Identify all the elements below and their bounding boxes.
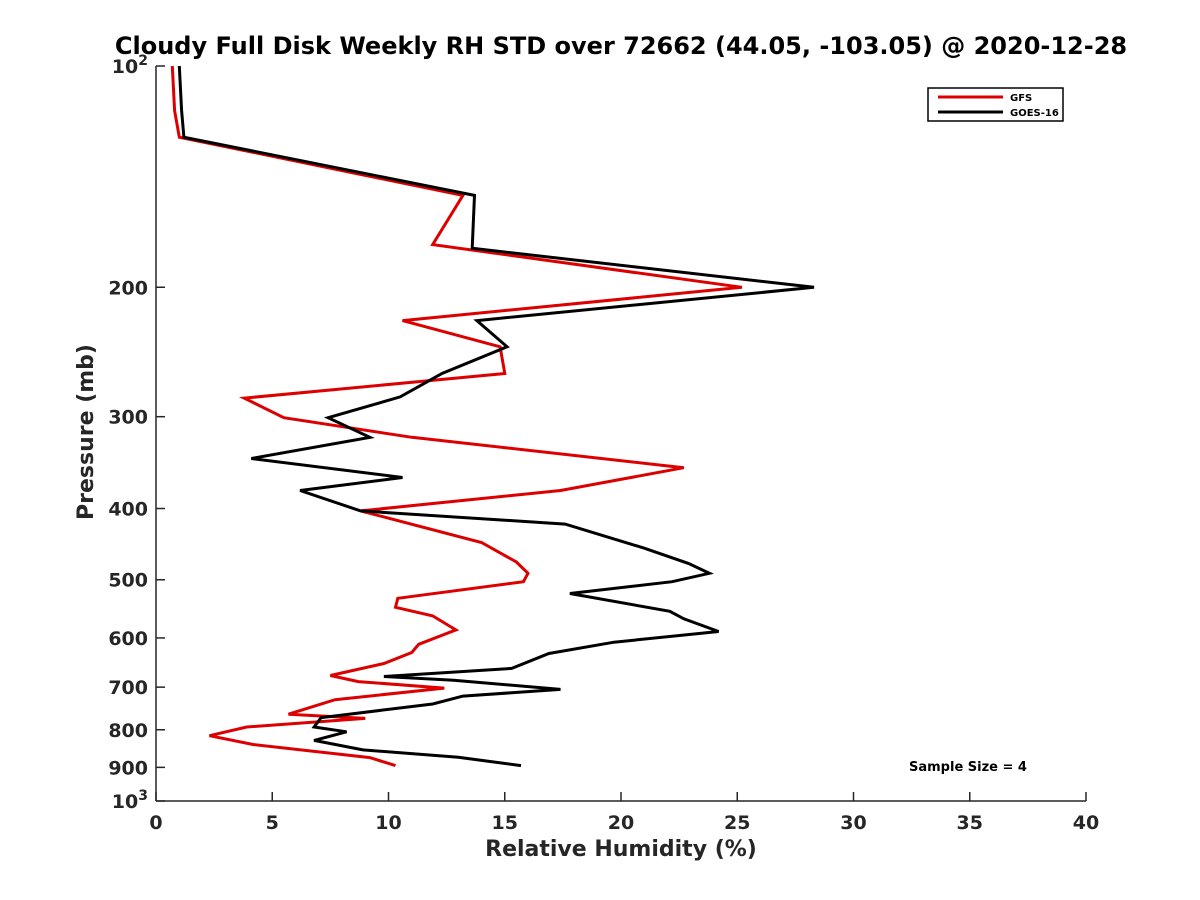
x-tick-label: 35 bbox=[957, 812, 983, 834]
y-tick-label: 103 bbox=[112, 788, 148, 813]
legend-box bbox=[927, 87, 1064, 122]
chart-title: Cloudy Full Disk Weekly RH STD over 7266… bbox=[115, 32, 1127, 60]
x-axis-label: Relative Humidity (%) bbox=[485, 837, 757, 862]
y-tick-label: 102 bbox=[112, 53, 148, 78]
series-line-goes-16 bbox=[177, 65, 815, 768]
sample-size-annotation: Sample Size = 4 bbox=[909, 760, 1027, 775]
x-tick-label: 5 bbox=[266, 812, 279, 834]
y-axis-label: Pressure (mb) bbox=[74, 344, 99, 520]
x-tick-label: 0 bbox=[149, 812, 162, 834]
y-tick-label: 900 bbox=[108, 757, 148, 779]
legend-label: GFS bbox=[1010, 93, 1032, 104]
x-tick-label: 15 bbox=[492, 812, 518, 834]
x-tick-label: 40 bbox=[1073, 812, 1099, 834]
series-line-gfs bbox=[170, 65, 743, 768]
y-tick-label: 300 bbox=[108, 407, 148, 429]
x-tick-label: 30 bbox=[840, 812, 866, 834]
y-tick-label: 700 bbox=[108, 677, 148, 699]
y-tick-label: 400 bbox=[108, 499, 148, 521]
x-tick-label: 20 bbox=[608, 812, 634, 834]
series-layer bbox=[170, 65, 815, 768]
axes: 0 5 10 15 20 25 30 35 40 102 200 300 400 500 600 700 800… bbox=[108, 53, 1099, 834]
x-tick-label: 10 bbox=[375, 812, 401, 834]
x-tick-label: 25 bbox=[724, 812, 750, 834]
y-tick-label: 600 bbox=[108, 628, 148, 650]
legend-label: GOES-16 bbox=[1010, 108, 1059, 119]
legend: GFS GOES-16 bbox=[927, 87, 1064, 122]
y-tick-label: 200 bbox=[108, 277, 148, 299]
y-tick-label: 500 bbox=[108, 570, 148, 592]
y-tick-label: 800 bbox=[108, 720, 148, 742]
